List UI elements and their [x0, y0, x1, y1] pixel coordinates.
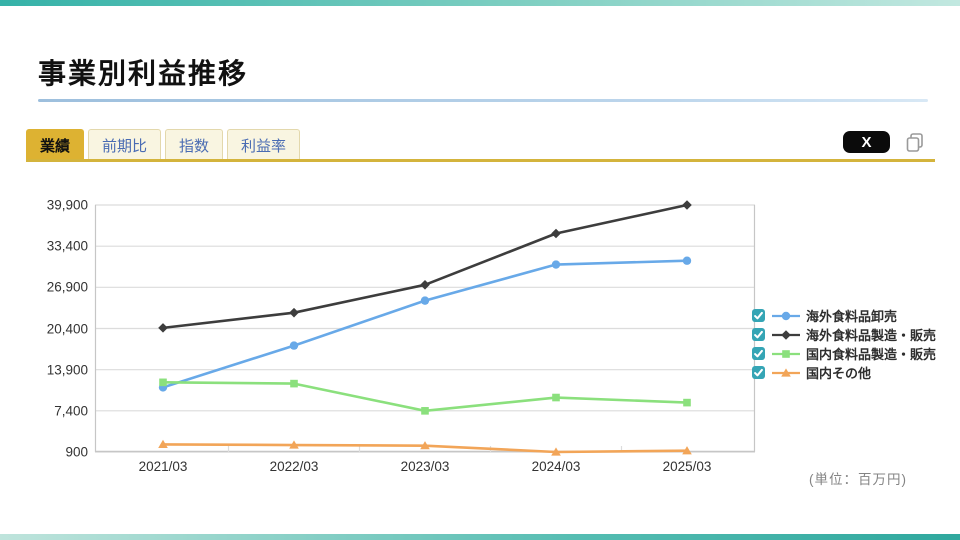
x-tick-label: 2021/03: [138, 459, 188, 474]
series-line: [161, 259, 689, 389]
top-accent-bar: [0, 0, 960, 6]
legend-marker-sample: [772, 329, 800, 340]
legend-label: 海外食料品製造・販売: [806, 328, 937, 343]
x-axis-labels: 2021/03 2022/03 2023/03 2024/03 2025/03: [95, 459, 755, 479]
y-tick-label: 39,900: [46, 197, 88, 213]
copy-button[interactable]: [903, 130, 927, 154]
data-point-marker: [421, 407, 429, 415]
x-tick-label: 2023/03: [400, 459, 450, 474]
x-tick-label: 2025/03: [662, 459, 712, 474]
bottom-accent-bar: [0, 534, 960, 540]
legend-label: 海外食料品卸売: [806, 309, 898, 324]
data-point-marker: [552, 393, 560, 402]
legend-row: 海外食料品製造・販売: [752, 325, 936, 344]
y-tick-label: 33,400: [46, 238, 88, 254]
x-tick-label: 2024/03: [531, 459, 581, 474]
data-point-marker: [682, 256, 692, 265]
legend-row: 国内食料品製造・販売: [752, 344, 936, 363]
data-point-marker: [158, 439, 168, 448]
legend-row: 海外食料品卸売: [752, 306, 936, 325]
data-point-marker: [551, 228, 561, 239]
data-point-marker: [782, 349, 790, 358]
data-point-marker: [289, 341, 299, 350]
data-point-marker: [781, 329, 791, 340]
tab-underline: [26, 159, 935, 162]
legend-row: 国内その他: [752, 363, 936, 382]
data-point-marker: [682, 200, 692, 210]
tab-bar: 業績 前期比 指数 利益率: [26, 128, 304, 160]
data-point-marker: [551, 260, 561, 269]
data-point-marker: [551, 447, 561, 456]
y-tick-label: 900: [65, 444, 88, 460]
data-point-marker: [781, 367, 791, 377]
y-tick-label: 26,900: [46, 279, 88, 295]
title-underline: [38, 99, 928, 102]
tab-profit-margin[interactable]: 利益率: [227, 129, 301, 160]
legend-checkbox[interactable]: [752, 366, 765, 379]
legend-marker-sample: [772, 311, 800, 320]
data-point-marker: [159, 378, 167, 387]
x-share-button[interactable]: X: [843, 131, 890, 153]
y-axis-labels: 900 7,400 13,900 20,400 26,900 33,400 39,900: [16, 198, 88, 460]
data-point-marker: [158, 323, 168, 333]
data-point-marker: [683, 398, 691, 407]
page-title: 事業別利益推移: [38, 58, 249, 89]
data-point-marker: [420, 280, 430, 290]
unit-label: (単位：百万円): [809, 472, 907, 487]
data-point-marker: [290, 379, 298, 388]
y-tick-label: 20,400: [46, 321, 88, 336]
legend-label: 国内その他: [806, 366, 872, 381]
legend-checkbox[interactable]: [752, 328, 765, 341]
line-chart-plot: [94, 200, 756, 456]
data-point-marker: [289, 440, 299, 449]
x-logo-icon: X: [861, 133, 872, 151]
y-tick-label: 13,900: [46, 362, 88, 378]
legend-marker-sample: [772, 367, 800, 377]
tab-performance[interactable]: 業績: [26, 129, 85, 160]
legend-checkbox[interactable]: [752, 347, 765, 360]
data-point-marker: [420, 296, 430, 305]
data-point-marker: [289, 307, 299, 318]
legend-marker-sample: [772, 349, 800, 358]
data-point-marker: [781, 311, 791, 320]
chart-legend: 海外食料品卸売海外食料品製造・販売 国内食料品製造・販売 国内その他: [752, 306, 936, 382]
series-line: [161, 381, 689, 413]
legend-checkbox[interactable]: [752, 309, 765, 322]
x-tick-label: 2022/03: [269, 459, 319, 474]
data-point-marker: [420, 441, 430, 450]
legend-label: 国内食料品製造・販売: [806, 347, 937, 362]
series-line: [161, 203, 689, 330]
tab-yoy[interactable]: 前期比: [88, 129, 162, 160]
tab-index[interactable]: 指数: [165, 129, 224, 160]
y-tick-label: 7,400: [54, 403, 88, 419]
data-point-marker: [682, 446, 692, 455]
copy-icon: [903, 133, 927, 157]
